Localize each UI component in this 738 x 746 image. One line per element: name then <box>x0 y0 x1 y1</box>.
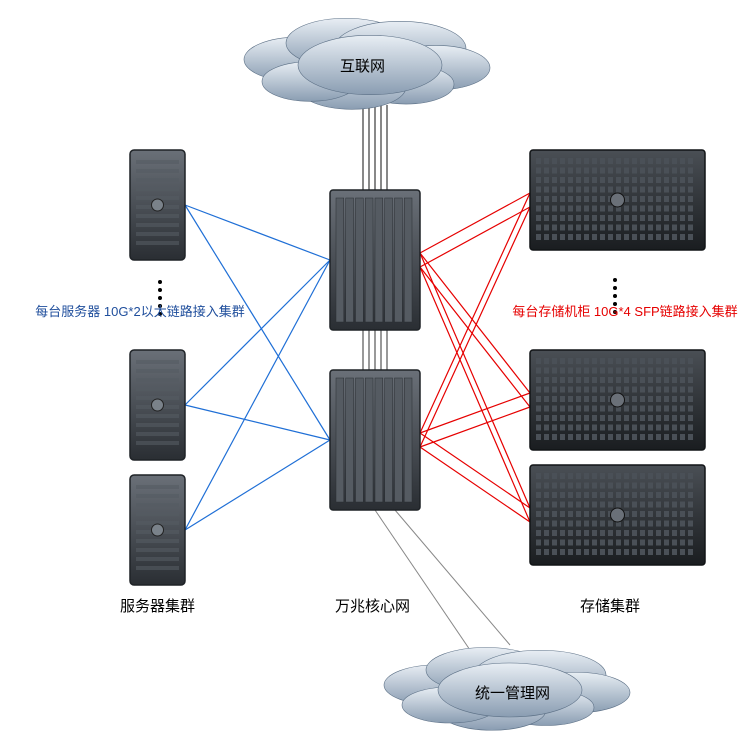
cloud-mgmt-label: 统一管理网 <box>475 682 550 703</box>
core-switch-0 <box>330 190 420 330</box>
caption-core: 万兆核心网 <box>335 595 410 616</box>
caption-storage: 存储集群 <box>580 595 640 616</box>
storage-array-1 <box>530 350 705 450</box>
server-link-desc: 每台服务器 10G*2以太链路接入集群 <box>25 303 255 321</box>
server-tower-0 <box>130 150 185 260</box>
core-switch-1 <box>330 370 420 510</box>
server-tower-2 <box>130 475 185 585</box>
storage-link-desc: 每台存储机柜 10G*4 SFP链路接入集群 <box>510 303 738 321</box>
caption-servers: 服务器集群 <box>120 595 195 616</box>
network-diagram <box>0 0 738 746</box>
server-tower-1 <box>130 350 185 460</box>
storage-array-2 <box>530 465 705 565</box>
storage-array-0 <box>530 150 705 250</box>
cloud-internet-label: 互联网 <box>340 55 385 76</box>
